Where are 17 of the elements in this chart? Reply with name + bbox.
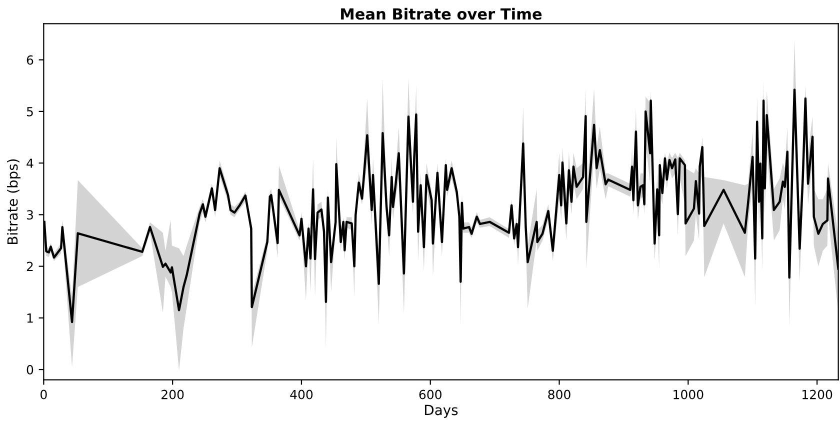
x-tick-label: 800 [548,390,570,400]
x-tick-label: 1200 [802,390,832,400]
x-axis-title: Days [425,404,458,418]
x-tick-label: 600 [419,390,442,400]
x-tick-label: 200 [162,390,184,400]
chart-title: Mean Bitrate over Time [341,8,542,20]
x-tick-label: 1000 [674,390,704,400]
x-tick-label: 0 [40,390,47,400]
y-tick-label: 0 [26,365,34,374]
x-tick-label: 400 [290,390,313,400]
y-tick-label: 4 [26,158,34,168]
y-axis-title: Bitrate (bps) [7,159,20,244]
y-tick-label: 3 [26,210,33,220]
y-tick-label: 6 [26,55,34,65]
y-tick-label: 1 [27,314,33,323]
y-tick-label: 2 [26,262,33,272]
y-tick-label: 5 [26,107,33,116]
